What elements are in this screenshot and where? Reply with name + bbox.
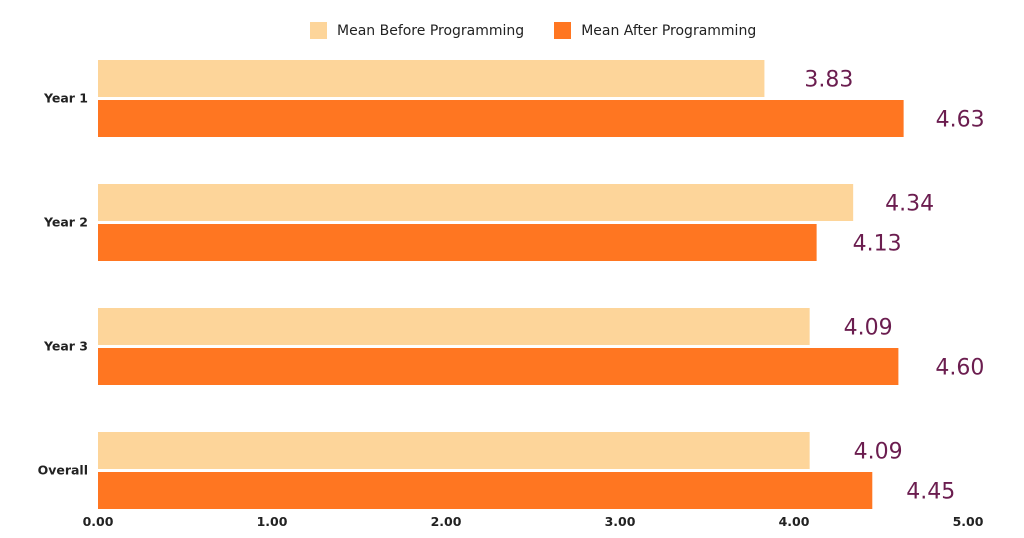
legend: Mean Before Programming Mean After Progr… [310, 22, 756, 39]
data-label-after-year-3: 4.60 [935, 356, 984, 381]
category-label-year-1: Year 1 [43, 91, 88, 106]
data-label-after-year-1: 4.63 [936, 108, 985, 133]
category-label-year-2: Year 2 [43, 215, 88, 230]
bar-before-year-1 [98, 60, 765, 97]
legend-swatch-after [554, 22, 572, 39]
x-tick-label-5: 5.00 [953, 514, 984, 529]
legend-label-after: Mean After Programming [581, 22, 757, 39]
category-label-year-3: Year 3 [43, 339, 88, 354]
bar-after-year-3 [98, 348, 899, 385]
bar-after-overall [98, 472, 873, 509]
legend-label-before: Mean Before Programming [337, 22, 525, 39]
data-label-before-year-1: 3.83 [804, 68, 853, 93]
x-tick-label-4: 4.00 [779, 514, 810, 529]
x-tick-label-2: 2.00 [431, 514, 462, 529]
bar-before-year-3 [98, 308, 810, 345]
legend-item-before: Mean Before Programming [310, 22, 524, 39]
x-tick-label-0: 0.00 [83, 514, 114, 529]
data-label-after-year-2: 4.13 [853, 232, 902, 257]
data-label-before-year-2: 4.34 [885, 192, 934, 217]
legend-swatch-before [310, 22, 327, 39]
data-label-after-overall: 4.45 [906, 480, 955, 505]
x-tick-label-1: 1.00 [257, 514, 288, 529]
bar-before-year-2 [98, 184, 854, 221]
bar-after-year-2 [98, 224, 817, 261]
legend-item-after: Mean After Programming [554, 22, 756, 39]
bar-before-overall [98, 432, 810, 469]
bar-after-year-1 [98, 100, 904, 137]
data-label-before-overall: 4.09 [854, 440, 903, 465]
category-label-overall: Overall [38, 463, 88, 478]
x-tick-label-3: 3.00 [605, 514, 636, 529]
data-label-before-year-3: 4.09 [844, 316, 893, 341]
